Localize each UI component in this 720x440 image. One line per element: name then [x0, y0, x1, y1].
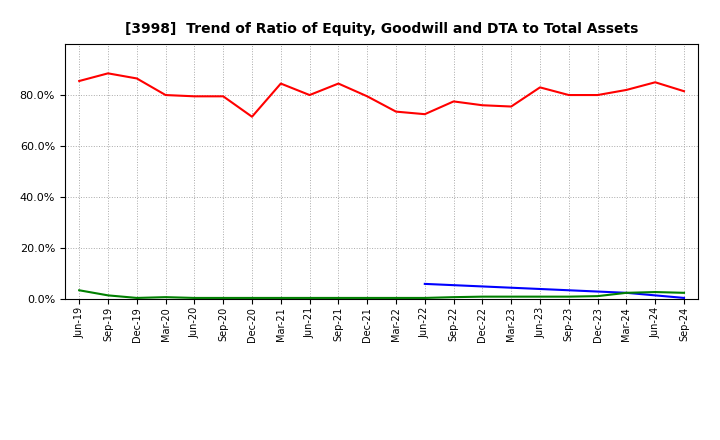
Goodwill [564, 288, 573, 293]
Deferred Tax Assets [248, 295, 256, 301]
Deferred Tax Assets [680, 290, 688, 296]
Goodwill [507, 285, 516, 290]
Equity [507, 104, 516, 109]
Deferred Tax Assets [478, 294, 487, 299]
Equity [478, 103, 487, 108]
Deferred Tax Assets [593, 293, 602, 299]
Goodwill [536, 286, 544, 292]
Equity [651, 80, 660, 85]
Equity [680, 88, 688, 94]
Goodwill [449, 282, 458, 288]
Equity [363, 94, 372, 99]
Equity [536, 85, 544, 90]
Equity [564, 92, 573, 98]
Deferred Tax Assets [564, 294, 573, 299]
Goodwill [593, 289, 602, 294]
Deferred Tax Assets [536, 294, 544, 299]
Goodwill [651, 293, 660, 298]
Equity [449, 99, 458, 104]
Deferred Tax Assets [334, 295, 343, 301]
Deferred Tax Assets [219, 295, 228, 301]
Deferred Tax Assets [161, 294, 170, 300]
Title: [3998]  Trend of Ratio of Equity, Goodwill and DTA to Total Assets: [3998] Trend of Ratio of Equity, Goodwil… [125, 22, 639, 36]
Goodwill [478, 284, 487, 289]
Goodwill [420, 281, 429, 286]
Deferred Tax Assets [75, 288, 84, 293]
Equity [420, 111, 429, 117]
Goodwill [680, 295, 688, 301]
Equity [248, 114, 256, 119]
Deferred Tax Assets [420, 295, 429, 301]
Deferred Tax Assets [363, 295, 372, 301]
Equity [334, 81, 343, 86]
Goodwill [622, 290, 631, 296]
Deferred Tax Assets [392, 295, 400, 301]
Legend: Equity, Goodwill, Deferred Tax Assets: Equity, Goodwill, Deferred Tax Assets [198, 438, 565, 440]
Equity [219, 94, 228, 99]
Deferred Tax Assets [449, 294, 458, 300]
Deferred Tax Assets [305, 295, 314, 301]
Equity [622, 87, 631, 92]
Equity [104, 71, 112, 76]
Deferred Tax Assets [276, 295, 285, 301]
Deferred Tax Assets [651, 290, 660, 295]
Line: Deferred Tax Assets: Deferred Tax Assets [79, 290, 684, 298]
Line: Goodwill: Goodwill [425, 284, 684, 298]
Equity [75, 78, 84, 84]
Line: Equity: Equity [79, 73, 684, 117]
Equity [190, 94, 199, 99]
Equity [276, 81, 285, 86]
Equity [161, 92, 170, 98]
Deferred Tax Assets [104, 293, 112, 298]
Deferred Tax Assets [622, 290, 631, 296]
Equity [593, 92, 602, 98]
Deferred Tax Assets [190, 295, 199, 301]
Equity [132, 76, 141, 81]
Equity [392, 109, 400, 114]
Deferred Tax Assets [507, 294, 516, 299]
Equity [305, 92, 314, 98]
Deferred Tax Assets [132, 295, 141, 301]
